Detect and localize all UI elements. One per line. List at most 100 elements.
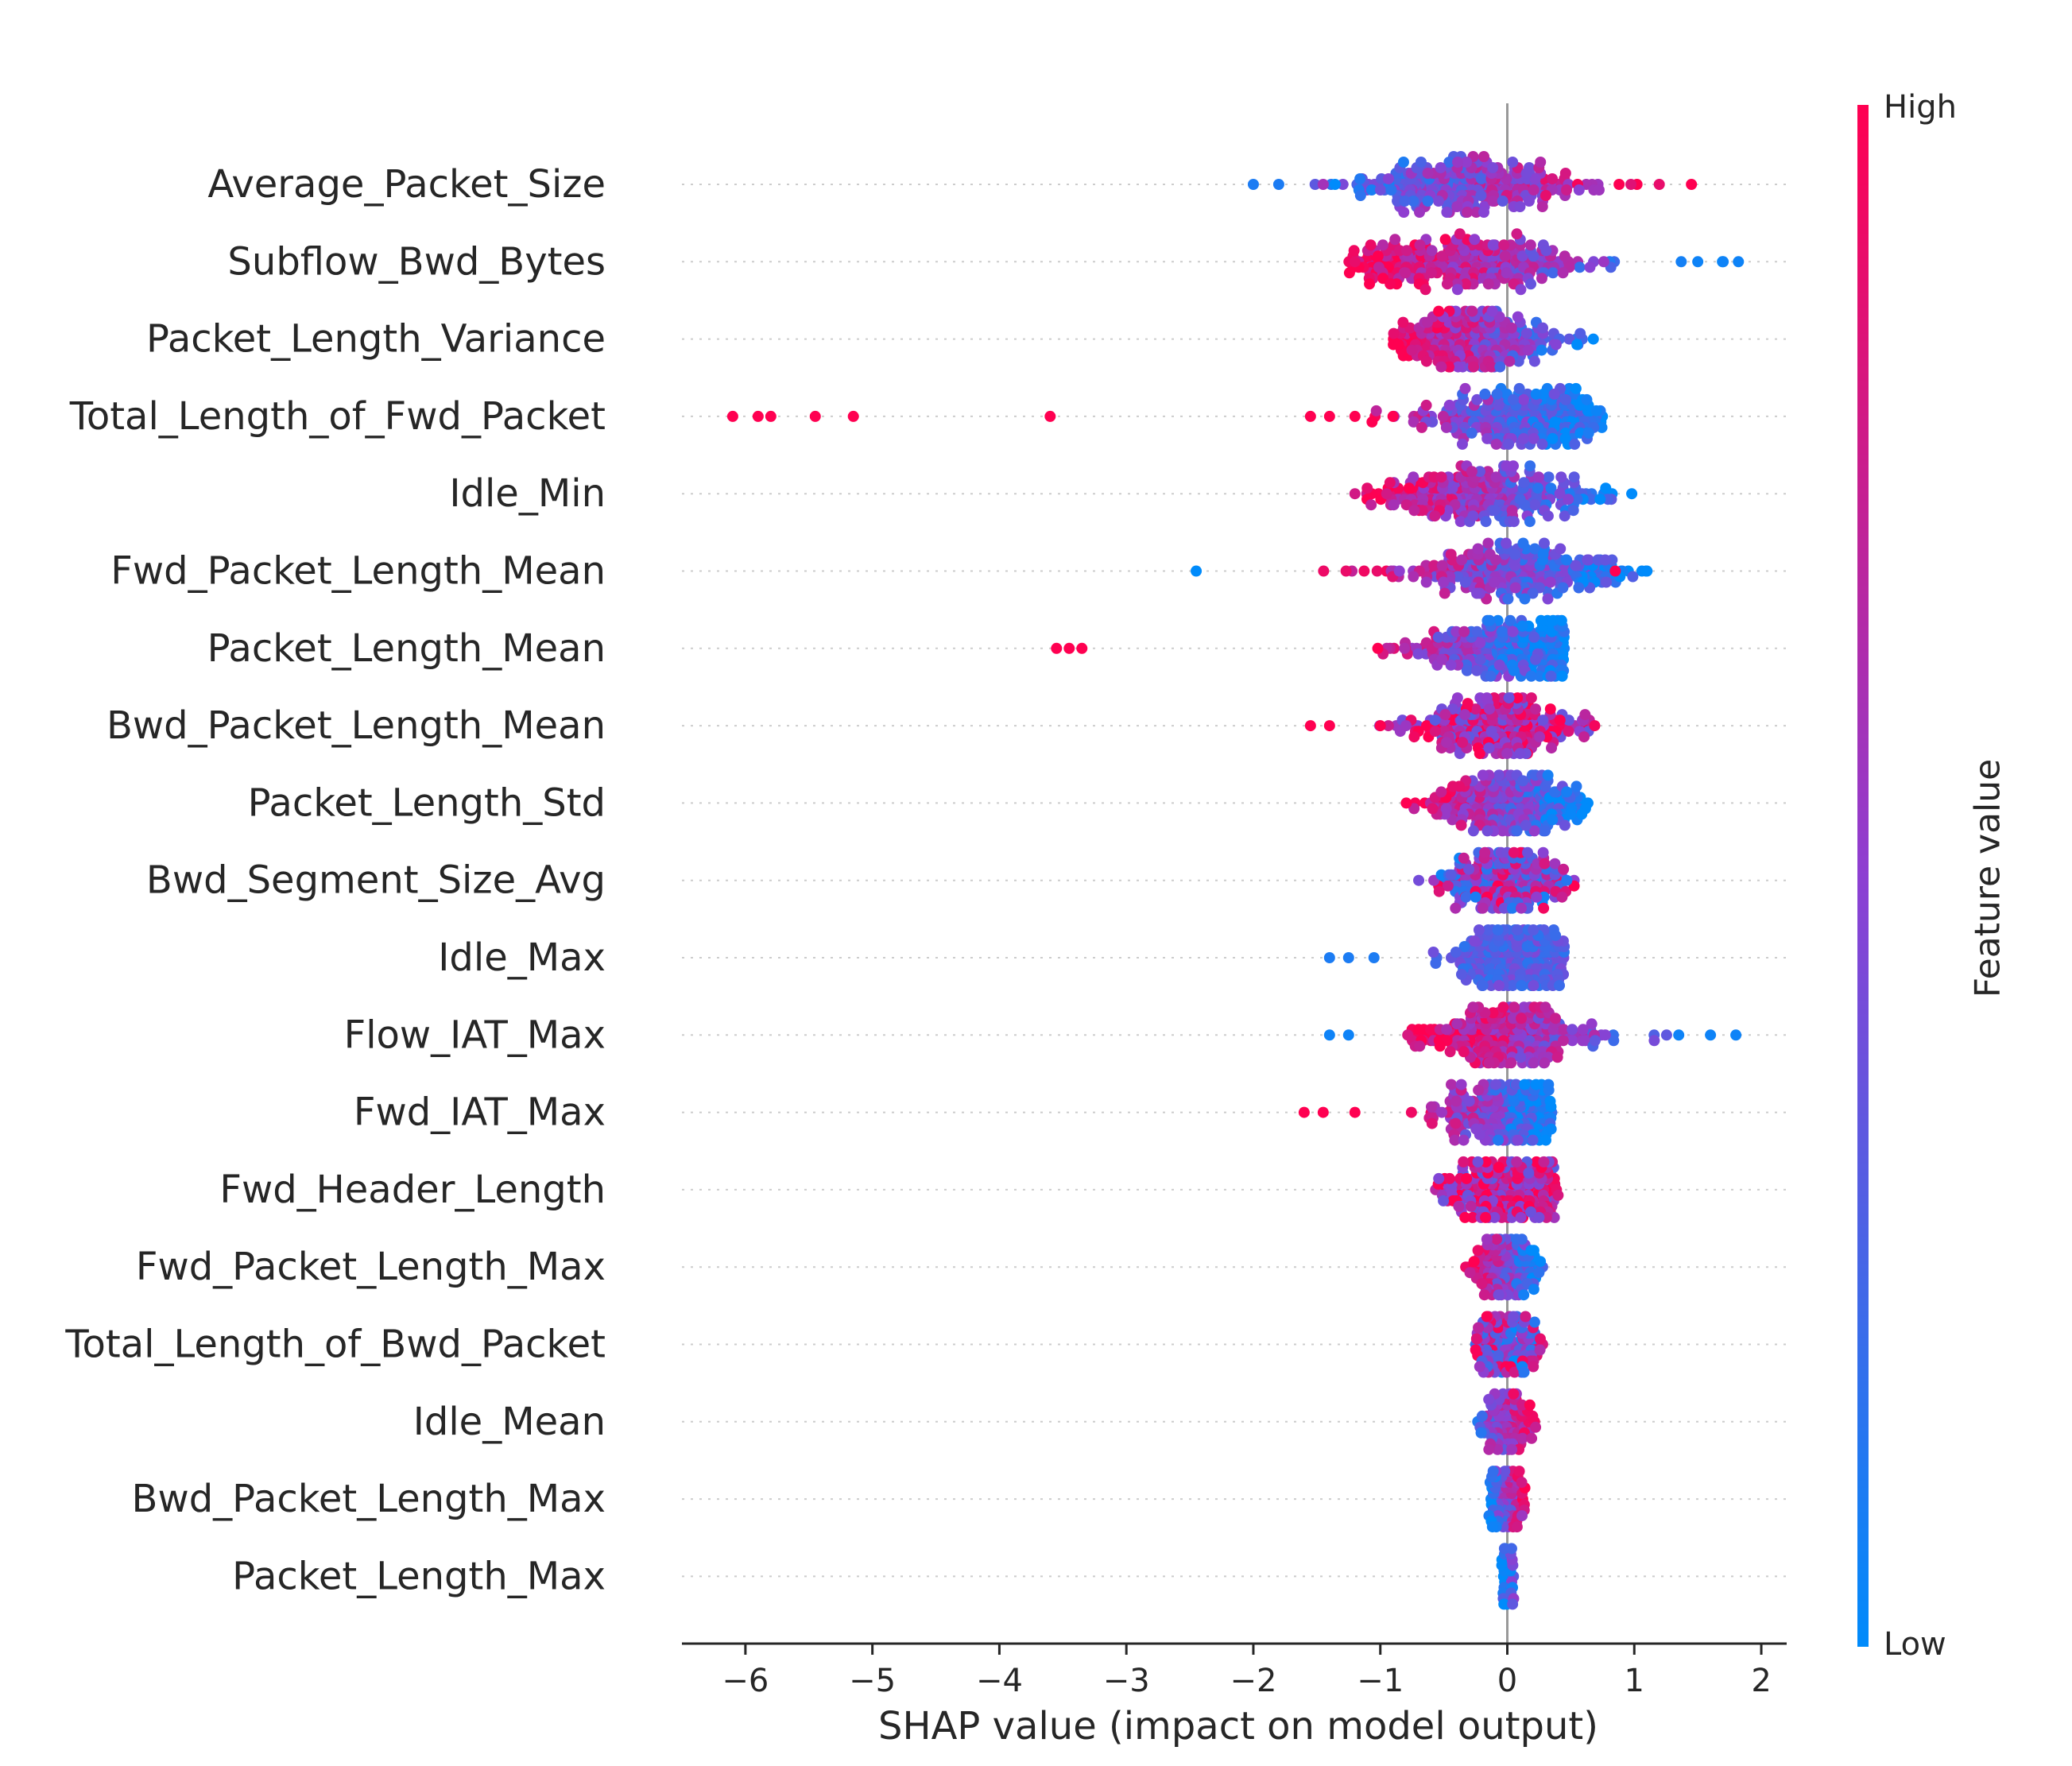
shap-point xyxy=(1570,780,1582,792)
shap-point xyxy=(1498,1598,1510,1610)
shap-point xyxy=(1452,157,1464,168)
shap-outlier-point xyxy=(765,410,777,422)
shap-point xyxy=(1444,1046,1456,1058)
shap-point xyxy=(1525,1245,1537,1257)
shap-point xyxy=(1477,902,1489,914)
shap-point xyxy=(1473,924,1485,935)
shap-point xyxy=(1481,432,1493,444)
shap-point xyxy=(1483,1057,1495,1069)
shap-point xyxy=(1481,1311,1493,1323)
shap-point xyxy=(1528,924,1539,935)
shap-point xyxy=(1537,322,1549,334)
shap-point xyxy=(1545,670,1557,682)
shap-point xyxy=(1483,703,1495,715)
shap-point xyxy=(1573,184,1585,196)
shap-point xyxy=(1474,653,1486,665)
shap-point xyxy=(1507,625,1519,637)
shap-point xyxy=(1433,885,1445,897)
shap-outlier-point xyxy=(752,410,764,422)
shap-point xyxy=(1414,207,1426,218)
shap-point xyxy=(1388,499,1400,511)
shap-point xyxy=(1579,709,1591,721)
shap-point xyxy=(1472,543,1484,555)
shap-point xyxy=(1432,196,1444,207)
shap-outlier-point xyxy=(1272,179,1284,190)
shap-point xyxy=(1555,471,1567,483)
shap-point xyxy=(1436,653,1448,665)
shap-point xyxy=(1441,1024,1453,1036)
shap-point xyxy=(1439,808,1450,820)
shap-point xyxy=(1389,234,1401,246)
shap-point xyxy=(1501,267,1512,279)
shap-point xyxy=(1461,664,1473,676)
shap-point xyxy=(1425,1101,1437,1113)
shap-point xyxy=(1340,565,1352,577)
shap-point xyxy=(1467,278,1479,290)
shap-point xyxy=(1471,587,1483,599)
shap-point xyxy=(1408,196,1419,207)
shap-point xyxy=(1455,819,1467,831)
shap-outlier-point xyxy=(1368,952,1380,963)
shap-point xyxy=(1526,1432,1538,1444)
shap-point xyxy=(1538,1156,1550,1168)
shap-point xyxy=(1464,1267,1476,1279)
shap-point xyxy=(1446,1079,1458,1090)
shap-point xyxy=(1467,1001,1479,1013)
shap-point xyxy=(1385,278,1396,290)
shap-point xyxy=(1474,637,1486,649)
shap-point xyxy=(1551,1051,1563,1063)
shap-point xyxy=(1520,327,1532,339)
shap-point xyxy=(1548,388,1560,400)
shap-outlier-point xyxy=(1247,179,1259,190)
feature-label: Bwd_Segment_Size_Avg xyxy=(146,858,606,903)
shap-point xyxy=(1602,494,1614,505)
shap-point xyxy=(1601,576,1613,588)
shap-point xyxy=(1489,1211,1501,1223)
shap-point xyxy=(1586,1018,1598,1030)
shap-point xyxy=(1501,748,1513,760)
shap-point xyxy=(1420,355,1432,367)
shap-point xyxy=(1420,576,1432,588)
shap-point xyxy=(1441,207,1453,218)
shap-point xyxy=(1471,393,1483,405)
shap-point xyxy=(1429,726,1441,738)
shap-point xyxy=(1483,1443,1495,1455)
shap-point xyxy=(1459,576,1471,588)
shap-point xyxy=(1516,1399,1528,1411)
shap-point xyxy=(1456,554,1468,566)
shap-point xyxy=(1505,614,1516,626)
shap-point xyxy=(1524,1399,1536,1411)
colorbar-low-label: Low xyxy=(1884,1626,1946,1663)
shap-point xyxy=(1542,510,1554,522)
shap-point xyxy=(1528,825,1540,837)
shap-point xyxy=(1552,1189,1564,1201)
shap-point xyxy=(1403,482,1415,494)
shap-point xyxy=(1514,201,1526,212)
shap-point xyxy=(1538,537,1550,549)
shap-point xyxy=(1517,537,1529,549)
shap-point xyxy=(1488,576,1500,588)
shap-point xyxy=(1416,505,1428,517)
shap-point xyxy=(1408,416,1419,428)
shap-point xyxy=(1556,670,1568,682)
shap-point xyxy=(1508,393,1520,405)
shap-outlier-point xyxy=(1317,179,1329,190)
shap-point xyxy=(1539,190,1551,201)
colorbar-title: Feature value xyxy=(1967,759,2008,997)
shap-point xyxy=(1510,1079,1522,1090)
shap-point xyxy=(1426,245,1438,257)
shap-point xyxy=(1625,179,1637,190)
shap-point xyxy=(1505,1057,1517,1069)
shap-point xyxy=(1524,1206,1536,1218)
shap-point xyxy=(1365,184,1377,196)
feature-label: Subflow_Bwd_Bytes xyxy=(227,239,606,284)
shap-point xyxy=(1429,715,1441,726)
shap-point xyxy=(1458,941,1470,952)
shap-point xyxy=(1392,339,1404,350)
row-guide-lines xyxy=(682,184,1787,1578)
shap-point xyxy=(1532,482,1543,494)
shap-point xyxy=(1534,1344,1546,1356)
shap-point xyxy=(1550,1013,1562,1024)
shap-point xyxy=(1511,1156,1523,1168)
